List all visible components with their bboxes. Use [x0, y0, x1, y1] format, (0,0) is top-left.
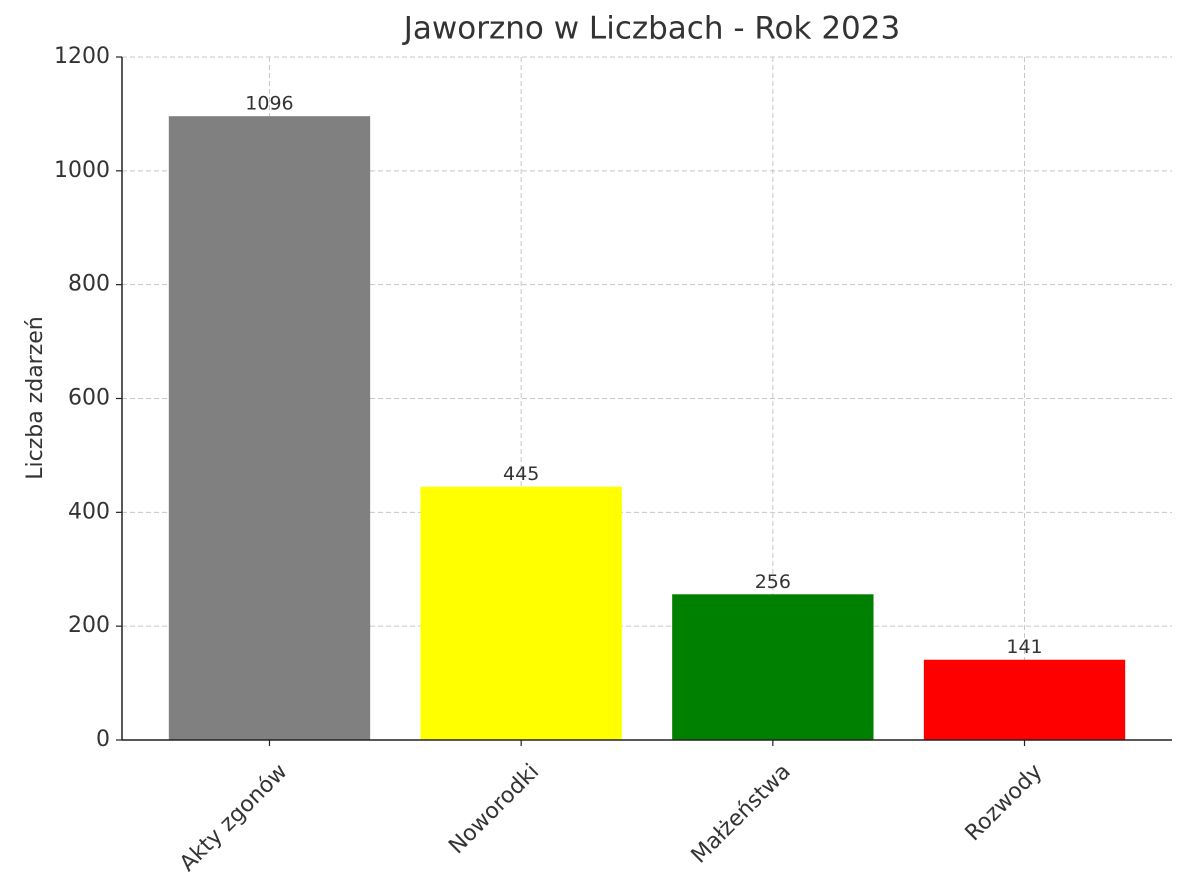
- y-tick-label: 600: [68, 386, 110, 411]
- value-label: 256: [755, 571, 791, 593]
- y-tick-label: 0: [96, 727, 110, 752]
- y-tick-label: 800: [68, 272, 110, 297]
- y-tick-label: 1000: [54, 158, 110, 183]
- bar: [923, 659, 1126, 740]
- y-axis-label: Liczba zdarzeń: [23, 316, 48, 480]
- bar: [672, 594, 874, 740]
- x-tick-label: Akty zgonów: [175, 759, 292, 876]
- value-label: 1096: [245, 93, 293, 115]
- value-label: 141: [1006, 636, 1042, 658]
- y-tick-label: 1200: [54, 44, 110, 69]
- y-tick-label: 200: [68, 613, 110, 638]
- bar: [420, 486, 622, 740]
- value-label: 445: [503, 463, 539, 485]
- y-tick-label: 400: [68, 499, 110, 524]
- bar: [168, 116, 371, 740]
- x-tick-label: Małżeństwa: [687, 759, 796, 868]
- x-tick-label: Noworodki: [444, 759, 544, 859]
- chart-title: Jaworzno w Liczbach - Rok 2023: [402, 11, 900, 47]
- x-tick-label: Rozwody: [961, 759, 1048, 846]
